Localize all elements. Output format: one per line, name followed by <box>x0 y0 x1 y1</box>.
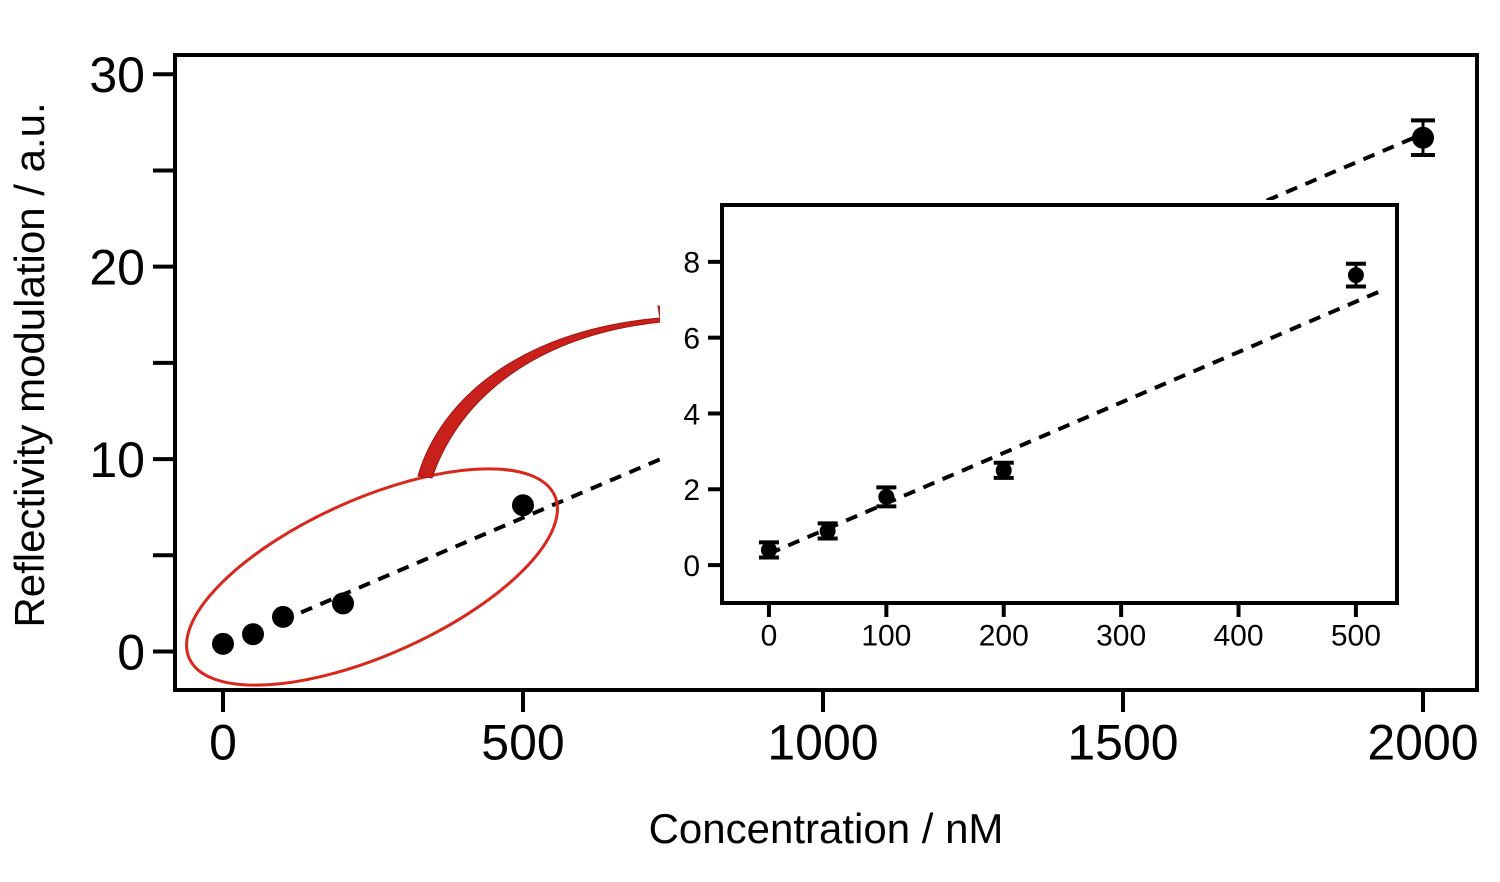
data-point <box>272 605 294 628</box>
highlight-ellipse <box>185 467 559 687</box>
y-tick-label: 8 <box>683 247 700 280</box>
data-point <box>995 462 1012 479</box>
x-axis-label: Concentration / nM <box>649 805 1004 852</box>
y-tick-label: 10 <box>89 432 145 488</box>
annotation <box>185 305 684 687</box>
x-tick-label: 0 <box>761 620 778 653</box>
y-tick-label: 6 <box>683 322 700 355</box>
x-tick-label: 1500 <box>1067 715 1178 771</box>
y-tick-label: 0 <box>117 625 145 681</box>
x-tick-label: 100 <box>861 620 911 653</box>
data-point <box>212 632 234 655</box>
data-point <box>242 623 264 646</box>
data-point <box>1347 267 1364 284</box>
x-tick-label: 2000 <box>1367 715 1478 771</box>
x-tick-label: 1000 <box>767 715 878 771</box>
y-tick-label: 4 <box>683 398 700 431</box>
inset-background <box>660 200 1405 680</box>
x-tick-label: 0 <box>209 715 237 771</box>
data-point <box>878 488 895 505</box>
y-axis-label: Reflectivity modulation / a.u. <box>6 102 53 627</box>
x-tick-label: 400 <box>1213 620 1263 653</box>
data-point <box>512 494 534 517</box>
y-tick-label: 2 <box>683 474 700 507</box>
y-tick-label: 30 <box>89 47 145 103</box>
data-point <box>332 592 354 615</box>
data-point <box>819 522 836 539</box>
x-tick-label: 500 <box>1331 620 1381 653</box>
fit-line <box>768 289 1381 556</box>
x-tick-label: 500 <box>481 715 564 771</box>
zoom-arrow-icon <box>417 305 684 479</box>
plot-frame <box>173 53 1479 692</box>
x-tick-label: 300 <box>1096 620 1146 653</box>
data-point <box>760 541 777 558</box>
y-tick-label: 20 <box>89 240 145 296</box>
plot-frame <box>720 203 1399 605</box>
x-tick-label: 200 <box>979 620 1029 653</box>
y-tick-label: 0 <box>683 550 700 583</box>
inset-plot: 0 100 200 300 400 500 0 2 4 6 8 <box>660 200 1405 680</box>
